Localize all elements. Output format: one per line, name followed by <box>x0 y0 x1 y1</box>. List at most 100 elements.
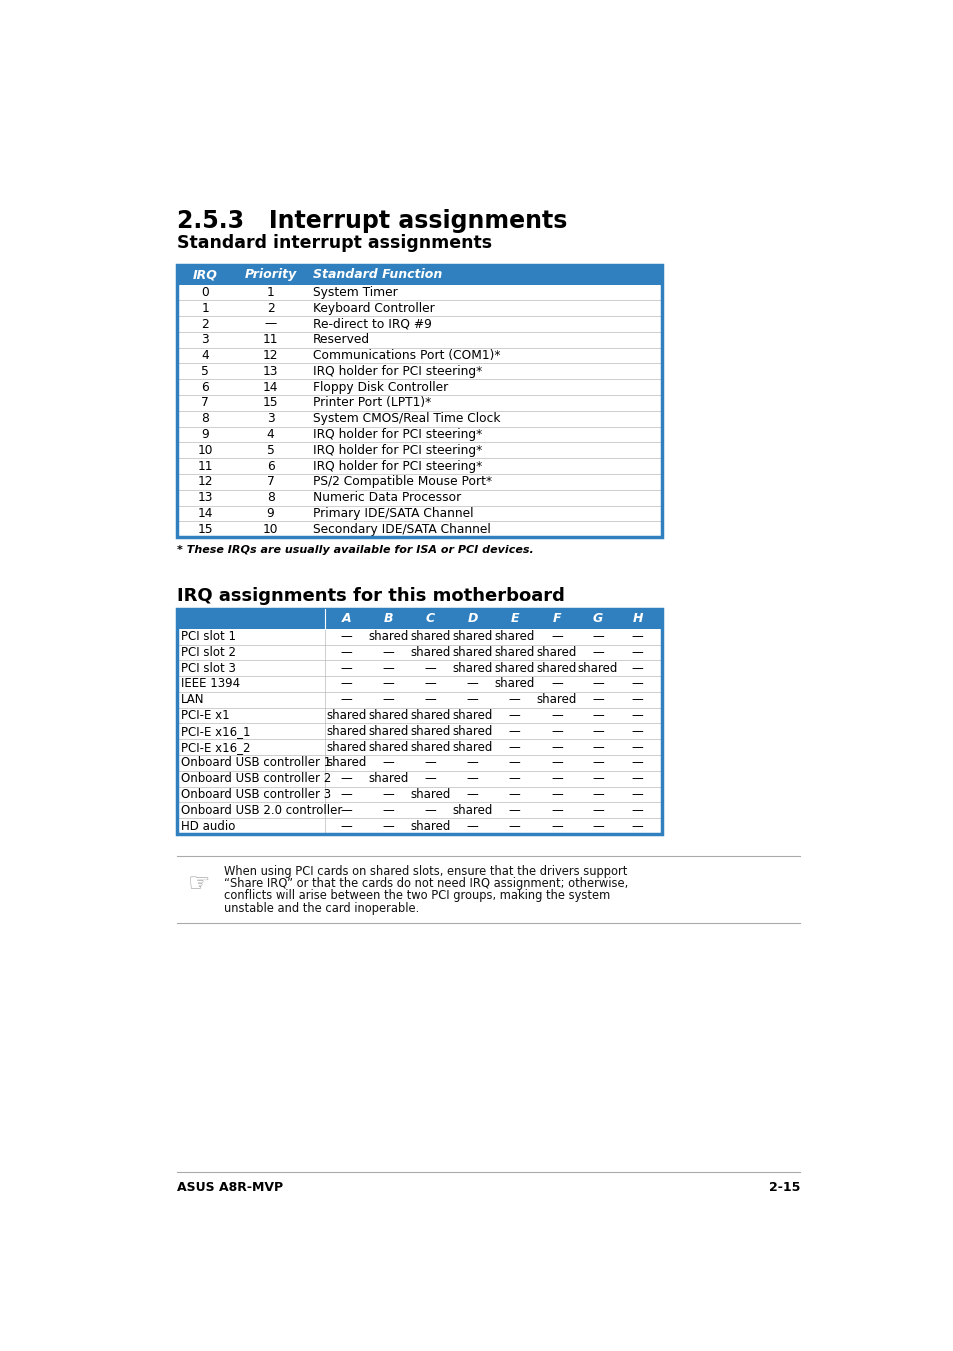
Text: —: — <box>631 709 642 721</box>
Bar <box>177 723 661 739</box>
Text: 3: 3 <box>267 412 274 426</box>
Bar <box>177 427 661 442</box>
Text: PCI-E x16_1: PCI-E x16_1 <box>181 725 251 738</box>
Bar <box>177 347 661 363</box>
Text: —: — <box>631 804 642 817</box>
Text: —: — <box>340 646 352 659</box>
Text: B: B <box>383 612 393 626</box>
Bar <box>177 661 661 676</box>
Text: Floppy Disk Controller: Floppy Disk Controller <box>313 381 448 393</box>
Text: —: — <box>466 677 478 690</box>
Text: 2-15: 2-15 <box>768 1181 800 1194</box>
Text: shared: shared <box>368 709 408 721</box>
Text: “Share IRQ” or that the cards do not need IRQ assignment; otherwise,: “Share IRQ” or that the cards do not nee… <box>224 877 627 890</box>
Text: IRQ assignments for this motherboard: IRQ assignments for this motherboard <box>177 588 565 605</box>
Text: C: C <box>425 612 435 626</box>
Text: Reserved: Reserved <box>313 334 370 346</box>
Text: conflicts will arise between the two PCI groups, making the system: conflicts will arise between the two PCI… <box>224 889 610 902</box>
Bar <box>177 474 661 490</box>
Text: PCI slot 3: PCI slot 3 <box>181 662 236 674</box>
Text: System Timer: System Timer <box>313 286 397 299</box>
Bar <box>177 363 661 380</box>
Text: Communications Port (COM1)*: Communications Port (COM1)* <box>313 349 499 362</box>
Text: 9: 9 <box>201 428 209 440</box>
Text: shared: shared <box>410 740 450 754</box>
Bar <box>177 609 661 628</box>
Text: H: H <box>632 612 642 626</box>
Text: 13: 13 <box>263 365 278 378</box>
Text: —: — <box>591 646 603 659</box>
Text: —: — <box>591 740 603 754</box>
Text: LAN: LAN <box>181 693 205 707</box>
Text: 1: 1 <box>201 301 209 315</box>
Text: shared: shared <box>326 709 366 721</box>
Text: shared: shared <box>410 646 450 659</box>
Text: —: — <box>591 804 603 817</box>
Text: 2: 2 <box>201 317 209 331</box>
Text: —: — <box>631 725 642 738</box>
Text: 6: 6 <box>201 381 209 393</box>
Bar <box>177 755 661 771</box>
Text: Keyboard Controller: Keyboard Controller <box>313 301 435 315</box>
Text: shared: shared <box>452 709 493 721</box>
Text: Secondary IDE/SATA Channel: Secondary IDE/SATA Channel <box>313 523 490 536</box>
Bar <box>177 380 661 394</box>
Text: —: — <box>424 693 436 707</box>
Text: —: — <box>551 820 562 832</box>
Text: —: — <box>508 725 520 738</box>
Text: HD audio: HD audio <box>181 820 235 832</box>
Text: —: — <box>591 725 603 738</box>
Text: Numeric Data Processor: Numeric Data Processor <box>313 492 460 504</box>
Text: Onboard USB controller 3: Onboard USB controller 3 <box>181 788 331 801</box>
Bar <box>177 692 661 708</box>
Bar <box>177 771 661 786</box>
Text: 7: 7 <box>267 476 274 488</box>
Bar <box>177 394 661 411</box>
Text: IRQ: IRQ <box>193 267 217 281</box>
Text: —: — <box>508 740 520 754</box>
Text: * These IRQs are usually available for ISA or PCI devices.: * These IRQs are usually available for I… <box>177 544 534 555</box>
Text: shared: shared <box>410 725 450 738</box>
Text: 14: 14 <box>263 381 278 393</box>
Text: shared: shared <box>368 725 408 738</box>
Text: —: — <box>551 740 562 754</box>
Text: —: — <box>591 820 603 832</box>
Text: —: — <box>340 773 352 785</box>
Text: Priority: Priority <box>244 267 296 281</box>
Text: —: — <box>508 757 520 770</box>
Text: —: — <box>631 646 642 659</box>
Text: —: — <box>382 662 394 674</box>
Text: —: — <box>631 662 642 674</box>
Bar <box>177 490 661 505</box>
Text: 12: 12 <box>197 476 213 488</box>
Text: 8: 8 <box>267 492 274 504</box>
Text: Onboard USB controller 2: Onboard USB controller 2 <box>181 773 331 785</box>
Text: PCI-E x16_2: PCI-E x16_2 <box>181 740 251 754</box>
Text: 0: 0 <box>201 286 209 299</box>
Text: shared: shared <box>494 677 535 690</box>
Text: shared: shared <box>410 630 450 643</box>
Text: —: — <box>508 788 520 801</box>
Text: 15: 15 <box>262 396 278 409</box>
Text: shared: shared <box>494 646 535 659</box>
Bar <box>177 505 661 521</box>
Bar <box>177 521 661 538</box>
Text: Printer Port (LPT1)*: Printer Port (LPT1)* <box>313 396 431 409</box>
Bar <box>177 285 661 300</box>
Text: IRQ holder for PCI steering*: IRQ holder for PCI steering* <box>313 428 481 440</box>
Text: —: — <box>466 820 478 832</box>
Bar <box>177 442 661 458</box>
Text: —: — <box>382 693 394 707</box>
Text: —: — <box>466 773 478 785</box>
Text: 4: 4 <box>267 428 274 440</box>
Bar <box>177 265 661 285</box>
Text: 14: 14 <box>197 507 213 520</box>
Text: 5: 5 <box>201 365 209 378</box>
Text: 2.5.3   Interrupt assignments: 2.5.3 Interrupt assignments <box>177 209 567 234</box>
Text: —: — <box>591 677 603 690</box>
Text: —: — <box>508 820 520 832</box>
Text: shared: shared <box>537 693 577 707</box>
Text: —: — <box>382 646 394 659</box>
Text: 3: 3 <box>201 334 209 346</box>
Text: —: — <box>631 693 642 707</box>
